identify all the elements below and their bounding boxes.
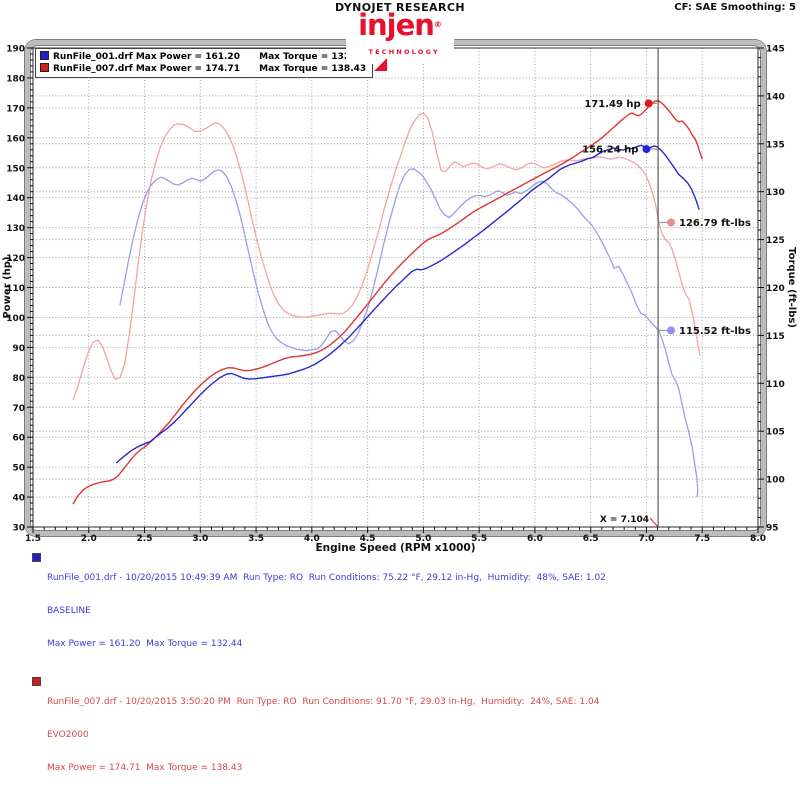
run-conditions-line: RunFile_001.drf - 10/20/2015 10:49:39 AM… xyxy=(47,573,606,583)
power-tick-label: 150 xyxy=(6,164,25,174)
power-tick-label: 90 xyxy=(12,344,25,354)
x-tick-label: 7.0 xyxy=(638,534,654,544)
runfile-007-torque-curve xyxy=(72,112,701,401)
legend-torque-1: Max Torque = 138.43 xyxy=(259,64,367,74)
torque-tick-label: 95 xyxy=(766,524,779,534)
power-tick-label: 50 xyxy=(12,464,25,474)
power-tick-label: 70 xyxy=(12,404,25,414)
torque-tick-label: 115 xyxy=(766,332,785,342)
power-tick-label: 180 xyxy=(6,74,25,84)
torque-tick-label: 135 xyxy=(766,140,785,150)
right-axis-title: Torque (ft-lbs) xyxy=(786,247,797,328)
power-tick-label: 40 xyxy=(12,494,25,504)
torque-tick-label: 120 xyxy=(766,284,785,294)
dyno-app-window: { "header": { "brand": "DYNOJET RESEARCH… xyxy=(2,1,797,773)
legend-power-1: Max Power = 174.71 xyxy=(135,64,240,74)
legend-power-0: Max Power = 161.20 xyxy=(135,52,240,62)
injen-logo: injen® TECHNOLOGY xyxy=(346,11,454,71)
logo-subtitle: TECHNOLOGY xyxy=(368,48,440,56)
x-tick-label: 1.5 xyxy=(25,534,41,544)
runfile-007-power-curve xyxy=(72,100,703,505)
run-info-lines-1: RunFile_007.drf - 10/20/2015 3:50:20 PM … xyxy=(47,675,599,796)
callout-label: 126.79 ft-lbs xyxy=(679,218,751,229)
x-tick-label: 6.0 xyxy=(527,534,543,544)
run-label-line: EVO2000 xyxy=(47,730,89,740)
dyno-chart-canvas: 1.5 2.0 2.5 3.0 3.5 4.0 4.5 5.0 5.5 6.0 6.5 7.0 7.5 8… xyxy=(2,39,797,554)
power-tick-label: 60 xyxy=(12,434,25,444)
callout-label: 156.24 hp xyxy=(582,145,638,156)
legend-torque-0: Max Torque = 132.44 xyxy=(259,52,367,62)
torque-tick-label: 110 xyxy=(766,380,785,390)
x-tick-label: 5.5 xyxy=(471,534,487,544)
run-swatch-0 xyxy=(32,553,41,562)
x-tick-label: 2.0 xyxy=(81,534,97,544)
x-tick-label: 8.0 xyxy=(750,534,766,544)
torque-tick-label: 105 xyxy=(766,428,785,438)
x-tick-label: 5.0 xyxy=(415,534,431,544)
run-info-lines-0: RunFile_001.drf - 10/20/2015 10:49:39 AM… xyxy=(47,551,606,672)
x-tick-label: 4.0 xyxy=(304,534,320,544)
registered-mark-icon: ® xyxy=(433,20,442,29)
legend-file-1: RunFile_007.drf xyxy=(53,64,133,74)
power-tick-label: 110 xyxy=(6,284,25,294)
run-info-0: RunFile_001.drf - 10/20/2015 10:49:39 AM… xyxy=(32,551,606,672)
torque-tick-label: 100 xyxy=(766,476,785,486)
torque-tick-label: 145 xyxy=(766,45,785,55)
left-axis-title: Power (hp) xyxy=(2,256,13,318)
power-tick-label: 140 xyxy=(6,194,25,204)
power-tick-label: 190 xyxy=(6,45,25,55)
x-tick-label: 6.5 xyxy=(583,534,599,544)
logo-wordmark: injen xyxy=(358,8,435,42)
run-swatch-1 xyxy=(32,677,41,686)
x-tick-label: 2.5 xyxy=(137,534,153,544)
power-tick-label: 160 xyxy=(6,134,25,144)
legend-row-run2: RunFile_007.drf Max Power = 174.71 Max T… xyxy=(40,63,366,75)
callout-dot[interactable] xyxy=(642,145,651,154)
power-tick-label: 100 xyxy=(6,314,25,324)
x-tick-label: 4.5 xyxy=(360,534,376,544)
runfile-001-torque-curve xyxy=(119,168,699,497)
run-label-line: BASELINE xyxy=(47,606,91,616)
torque-tick-label: 125 xyxy=(766,236,785,246)
power-tick-label: 120 xyxy=(6,254,25,264)
power-tick-label: 170 xyxy=(6,104,25,114)
x-tick-label: 7.5 xyxy=(694,534,710,544)
run-info-panel: RunFile_001.drf - 10/20/2015 10:49:39 AM… xyxy=(32,551,606,799)
callout-dot[interactable] xyxy=(667,326,675,335)
brand-title: DYNOJET RESEARCH xyxy=(335,1,465,14)
torque-tick-label: 140 xyxy=(766,92,785,102)
run-max-line: Max Power = 174.71 Max Torque = 138.43 xyxy=(47,763,243,773)
run-info-1: RunFile_007.drf - 10/20/2015 3:50:20 PM … xyxy=(32,675,606,796)
power-tick-label: 30 xyxy=(12,524,25,534)
power-tick-label: 80 xyxy=(12,374,25,384)
logo-triangle-icon xyxy=(374,58,388,71)
callout-dot[interactable] xyxy=(667,218,675,227)
x-axis-title: Engine Speed (RPM x1000) xyxy=(316,542,476,554)
correction-smoothing-label: CF: SAE Smoothing: 5 xyxy=(674,2,796,13)
legend-box: RunFile_001.drf Max Power = 161.20 Max T… xyxy=(35,48,374,78)
x-tick-label: 3.0 xyxy=(192,534,208,544)
callout-label: 171.49 hp xyxy=(584,99,640,110)
callout-dot[interactable] xyxy=(644,99,653,108)
cursor-pointer-line xyxy=(649,517,658,527)
legend-row-run1: RunFile_001.drf Max Power = 161.20 Max T… xyxy=(40,51,366,63)
legend-swatch-0 xyxy=(40,51,49,60)
legend-file-0: RunFile_001.drf xyxy=(53,52,133,62)
power-tick-label: 130 xyxy=(6,224,25,234)
cursor-x-label: X = 7.104 xyxy=(600,515,649,525)
torque-tick-label: 130 xyxy=(766,188,785,198)
legend-swatch-1 xyxy=(40,63,49,72)
run-max-line: Max Power = 161.20 Max Torque = 132.44 xyxy=(47,639,243,649)
runfile-001-power-curve xyxy=(115,144,700,464)
run-conditions-line: RunFile_007.drf - 10/20/2015 3:50:20 PM … xyxy=(47,697,600,707)
x-tick-label: 3.5 xyxy=(248,534,264,544)
callout-label: 115.52 ft-lbs xyxy=(679,326,751,337)
